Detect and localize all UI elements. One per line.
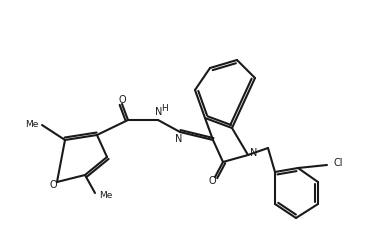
Text: N: N (175, 134, 183, 144)
Text: N: N (250, 148, 258, 158)
Text: H: H (162, 104, 168, 113)
Text: O: O (208, 176, 216, 186)
Text: Me: Me (99, 190, 112, 199)
Text: O: O (118, 95, 126, 105)
Text: Me: Me (25, 120, 38, 128)
Text: N: N (155, 107, 163, 117)
Text: Cl: Cl (333, 158, 342, 168)
Text: O: O (49, 180, 57, 190)
